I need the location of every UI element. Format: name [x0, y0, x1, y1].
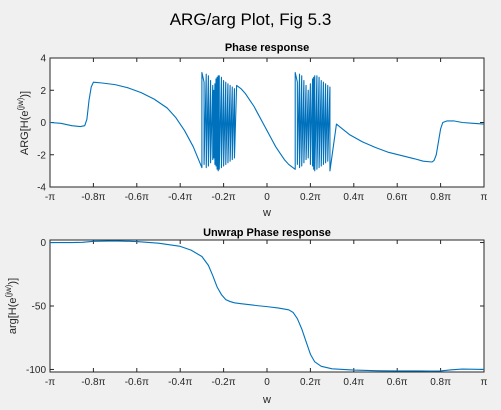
x-tick-label: 0.2π [300, 377, 321, 388]
x-tick-label: -0.6π [125, 377, 149, 388]
x-tick-label: 0.6π [387, 192, 408, 203]
axes-title: Unwrap Phase response [203, 227, 331, 239]
unwrap-phase-response-axes: Unwrap Phase response -100 -50 0 -π -0.8π -0… [4, 227, 488, 406]
x-tick-label: 0.8π [430, 377, 451, 388]
y-tick-label: -4 [37, 183, 46, 194]
x-tick-label: 0.4π [343, 192, 364, 203]
phase-response-axes: Phase response -4 -2 0 2 4 -π -0.8π -0.6π -0.4π… [16, 42, 488, 219]
x-tick-label: -0.4π [168, 377, 192, 388]
x-tick-label: -0.2π [212, 192, 236, 203]
data-series [50, 240, 484, 372]
x-ticks: -π -0.8π -0.6π -0.4π -0.2π 0 0.2π 0.4π 0.6π 0.8π π [45, 240, 488, 388]
x-tick-label: 0 [264, 377, 270, 388]
series-line [50, 71, 484, 172]
x-tick-label: π [481, 192, 488, 203]
x-tick-label: -0.4π [168, 192, 192, 203]
series-line [50, 240, 484, 372]
x-axis-label: w [262, 207, 271, 219]
y-tick-label: 0 [40, 238, 46, 249]
x-tick-label: -0.8π [81, 377, 105, 388]
plot-area [49, 57, 485, 188]
x-tick-label: -π [45, 377, 55, 388]
y-axis-label: ARG[H(e(jw))] [16, 91, 31, 155]
y-tick-label: 0 [40, 118, 46, 129]
data-series [50, 71, 484, 172]
x-tick-label: 0.6π [387, 377, 408, 388]
x-tick-label: 0.4π [343, 377, 364, 388]
x-tick-label: 0.2π [300, 192, 321, 203]
y-tick-label: 2 [40, 86, 46, 97]
y-tick-label: -100 [26, 365, 46, 376]
x-tick-label: -π [45, 192, 55, 203]
x-tick-label: -0.2π [212, 377, 236, 388]
y-tick-label: 4 [40, 54, 46, 65]
x-tick-label: 0 [264, 192, 270, 203]
x-tick-label: 0.8π [430, 192, 451, 203]
x-tick-label: -0.6π [125, 192, 149, 203]
y-tick-label: -50 [32, 302, 47, 313]
plot-area [49, 239, 485, 373]
axes-title: Phase response [225, 42, 309, 54]
figure-title: ARG/arg Plot, Fig 5.3 [170, 10, 332, 29]
y-tick-label: -2 [37, 150, 46, 161]
x-tick-label: π [481, 377, 488, 388]
y-axis-label: arg[H(e(jw))] [4, 278, 19, 334]
y-ticks: -100 -50 0 [26, 238, 484, 376]
x-ticks: -π -0.8π -0.6π -0.4π -0.2π 0 0.2π 0.4π 0.6π 0.8π π [45, 58, 488, 203]
x-axis-label: w [262, 394, 271, 406]
x-tick-label: -0.8π [81, 192, 105, 203]
